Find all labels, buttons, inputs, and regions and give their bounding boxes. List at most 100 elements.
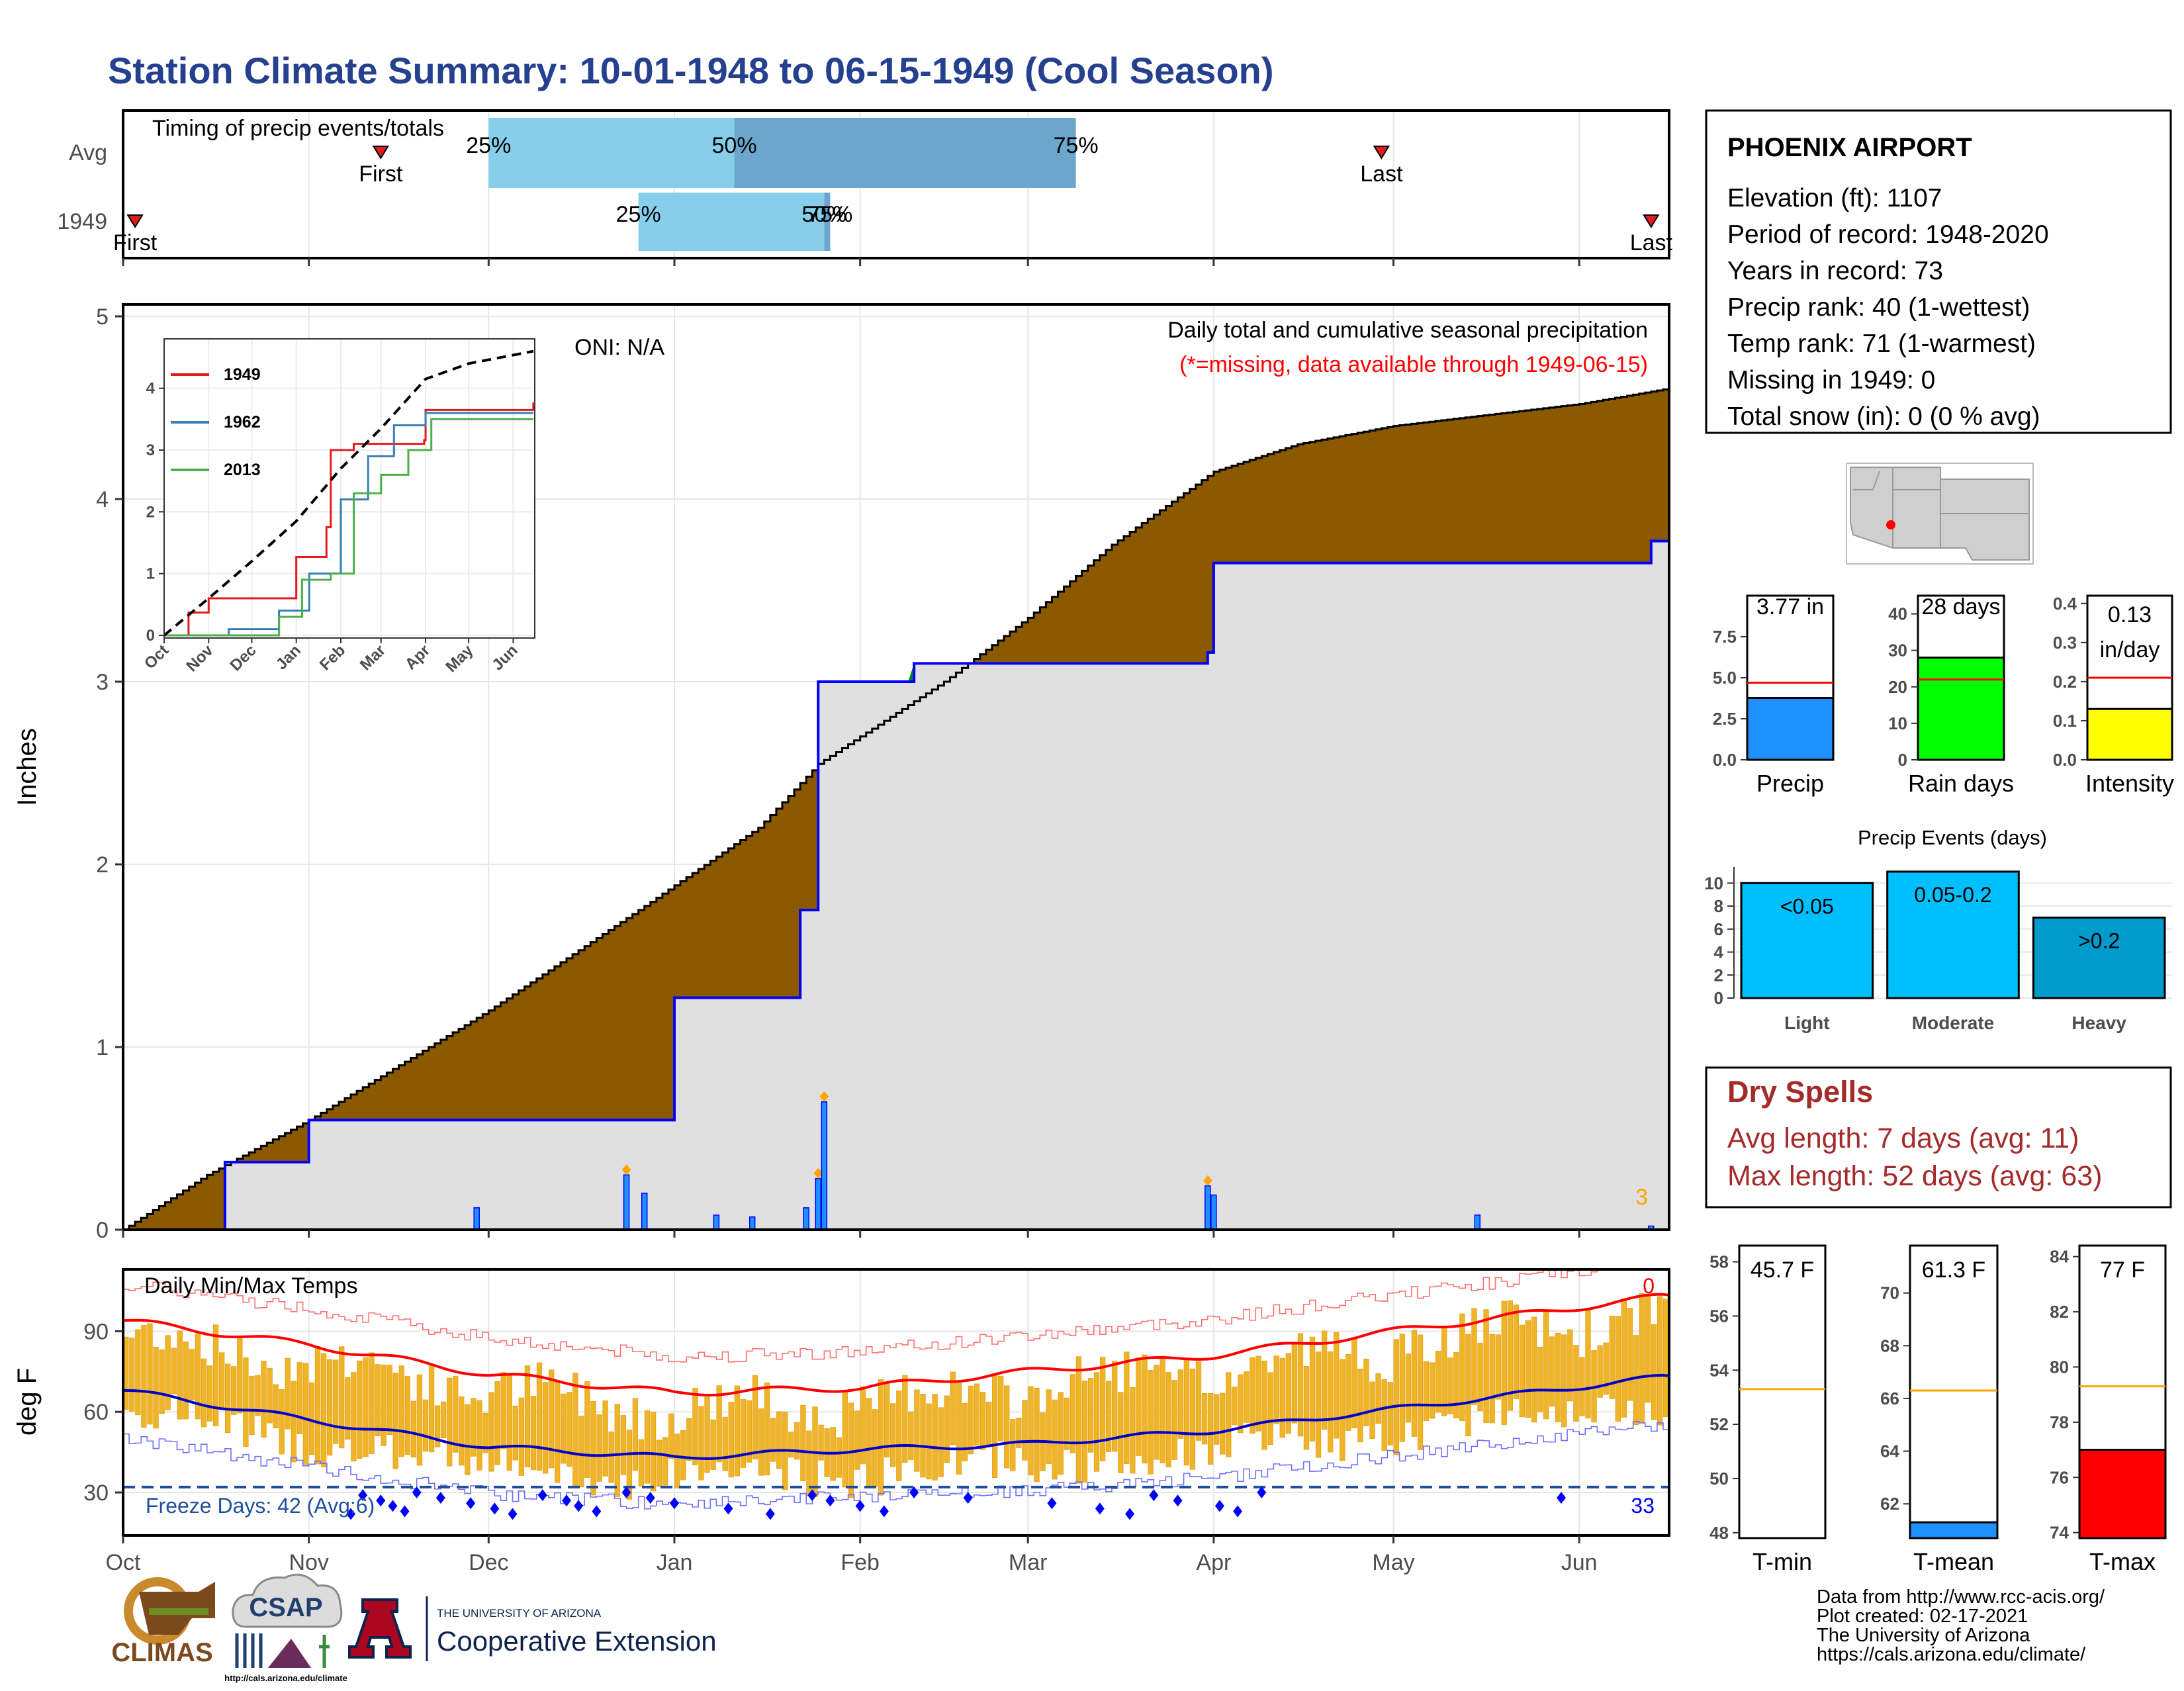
daily-temp-bar: [1651, 1324, 1657, 1420]
temp-summary-tick-label: 70: [1880, 1283, 1899, 1303]
freeze-day-marker: [807, 1489, 817, 1502]
daily-temp-bar: [1657, 1296, 1663, 1426]
freeze-day-marker: [1125, 1508, 1135, 1520]
inset-legend-label: 2013: [224, 461, 261, 479]
station-missing: Missing in 1949: 0: [1727, 366, 1935, 394]
daily-temp-bar: [950, 1371, 956, 1445]
daily-temp-bar: [1375, 1373, 1381, 1424]
daily-temp-bar: [494, 1381, 500, 1465]
daily-temp-bar: [141, 1324, 147, 1428]
daily-temp-bar: [1118, 1392, 1124, 1473]
daily-temp-bar: [1207, 1393, 1214, 1465]
daily-temp-bar: [878, 1379, 884, 1496]
daily-temp-bar: [1052, 1399, 1058, 1480]
daily-temp-bar: [225, 1363, 231, 1434]
timing-row-1949-label: 1949: [57, 209, 107, 234]
inset-y-tick-label: 2: [146, 503, 155, 521]
daily-temp-bar: [1465, 1334, 1471, 1437]
timing-panel-frame: [122, 109, 1670, 259]
daily-temp-bar: [1148, 1370, 1154, 1475]
station-location-marker: [1886, 520, 1895, 529]
daily-temp-bar: [686, 1418, 692, 1461]
daily-temp-bar: [1244, 1371, 1250, 1423]
daily-temp-bar: [710, 1419, 716, 1470]
temp-summary-value: 61.3 F: [1922, 1257, 1985, 1283]
dry-spells-box: Dry Spells Avg length: 7 days (avg: 11) …: [1705, 1066, 2172, 1209]
daily-temp-bar: [357, 1360, 363, 1459]
daily-temp-bar: [1213, 1394, 1220, 1445]
temp-x-tick-label: Oct: [106, 1550, 141, 1575]
daily-temp-bar: [387, 1365, 392, 1435]
daily-temp-bar: [1501, 1301, 1507, 1425]
daily-temp-bar: [1004, 1385, 1010, 1469]
daily-temp-bar: [1165, 1372, 1171, 1468]
daily-temp-bar: [1357, 1369, 1363, 1443]
inset-y-tick-label: 1: [146, 565, 155, 583]
daily-temp-bar: [662, 1437, 668, 1486]
heavy-event-marker: [1203, 1175, 1212, 1186]
daily-temp-bar: [674, 1434, 680, 1488]
dry-spells-max: Max length: 52 days (avg: 63): [1727, 1160, 2102, 1192]
temp-summary-tick-label: 84: [2050, 1247, 2069, 1267]
freeze-day-marker: [562, 1494, 572, 1507]
daily-temp-bar: [860, 1386, 866, 1465]
daily-temp-bar: [596, 1414, 602, 1482]
daily-temp-bar: [1579, 1357, 1585, 1416]
daily-temp-bar: [968, 1385, 974, 1455]
events-y-tick-label: 10: [1704, 873, 1723, 893]
temp-x-tick-label: Nov: [289, 1550, 328, 1575]
freeze-day-marker: [825, 1494, 835, 1507]
precip-y-tick-label: 5: [96, 304, 109, 330]
daily-temp-bar: [351, 1372, 357, 1462]
temp-summary-tick-label: 82: [2050, 1302, 2069, 1322]
daily-temp-bar: [728, 1402, 734, 1478]
timing-q25-q50-bar: [488, 118, 735, 188]
timing-q50-label: 50%: [801, 202, 846, 227]
daily-temp-bar: [1645, 1296, 1651, 1403]
temp-summary-bar: [2078, 1449, 2167, 1539]
daily-temp-bar: [267, 1367, 273, 1424]
inset-chart: Oct Nov Dec Jan Feb Mar Apr May Jun 0 1 2 3 4 1949 196…: [141, 338, 535, 676]
precip-summary-bar: [1917, 657, 2005, 761]
freeze-day-marker: [1047, 1497, 1057, 1510]
csap-mountain-icon: [268, 1639, 311, 1668]
temp-summary-tick-label: 80: [2050, 1357, 2069, 1377]
inset-legend-label: 1962: [224, 413, 261, 432]
daily-temp-bar: [1489, 1334, 1495, 1424]
daily-temp-bar: [1099, 1357, 1106, 1461]
daily-temp-bar: [1519, 1324, 1525, 1418]
timing-first-marker: [126, 214, 144, 228]
csap-bars-icon: [235, 1633, 263, 1668]
temp-summary-tick-label: 54: [1709, 1360, 1729, 1380]
daily-temp-bar: [422, 1399, 429, 1452]
daily-temp-bar: [1435, 1351, 1441, 1413]
heavy-event-marker: [819, 1091, 829, 1102]
precip-summary-unit: in/day: [2100, 637, 2160, 663]
daily-temp-bar: [1315, 1351, 1322, 1458]
precip-summary-tick-label: 20: [1888, 677, 1907, 697]
daily-temp-bar: [1471, 1308, 1477, 1405]
freeze-day-marker: [376, 1494, 386, 1507]
daily-precip-bar: [473, 1207, 480, 1230]
daily-temp-bar: [896, 1390, 902, 1481]
daily-temp-bar: [567, 1392, 572, 1467]
daily-temp-bar: [147, 1323, 153, 1425]
daily-temp-bar: [1387, 1382, 1393, 1445]
daily-temp-bar: [1345, 1354, 1351, 1431]
timing-last-label: Last: [1360, 161, 1403, 187]
daily-temp-bar: [212, 1324, 219, 1426]
freeze-day-marker: [1095, 1502, 1105, 1515]
freeze-day-marker: [466, 1497, 476, 1510]
page-title: Station Climate Summary: 10-01-1948 to 0…: [108, 50, 1274, 91]
inset-x-tick-label: Jun: [488, 641, 521, 674]
freeze-day-marker: [1214, 1500, 1224, 1512]
daily-temp-bar: [206, 1365, 213, 1422]
temp-y-tick-label: 30: [83, 1481, 109, 1506]
precip-y-tick-label: 4: [96, 487, 109, 512]
daily-temp-bar: [620, 1415, 626, 1475]
daily-temp-bar: [991, 1375, 998, 1479]
temp-summary-label: T-min: [1752, 1548, 1812, 1575]
daily-temp-bar: [974, 1383, 980, 1446]
daily-temp-bar: [632, 1398, 639, 1471]
